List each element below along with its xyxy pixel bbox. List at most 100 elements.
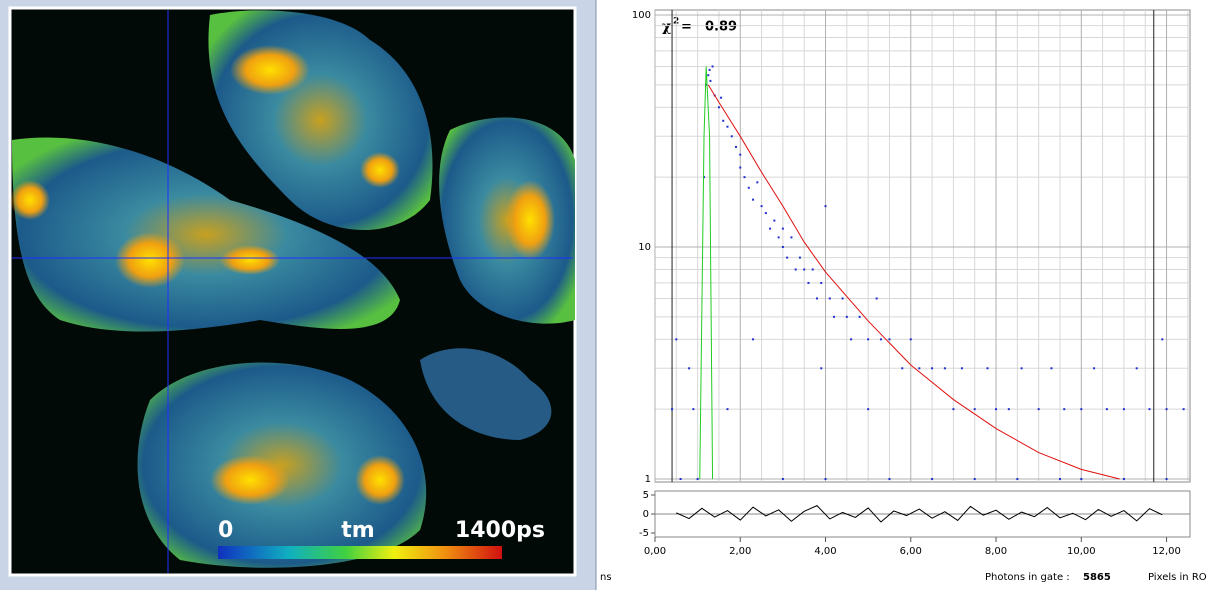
data-point — [777, 236, 780, 239]
data-point — [760, 205, 763, 208]
data-point — [688, 367, 691, 370]
data-point — [931, 478, 934, 480]
data-point — [764, 212, 767, 215]
data-point — [1037, 408, 1040, 411]
y-tick-label: 0 — [643, 509, 649, 520]
data-point — [739, 166, 742, 169]
data-point — [726, 125, 729, 128]
data-point — [1058, 478, 1061, 480]
y-tick-label: 5 — [643, 490, 649, 501]
photons-label: Photons in gate : — [985, 572, 1070, 583]
data-point — [833, 315, 836, 318]
colorbar — [218, 546, 502, 559]
data-point — [845, 315, 848, 318]
data-point — [973, 478, 976, 480]
data-point — [743, 176, 746, 179]
data-point — [918, 367, 921, 370]
colorbar-max: 1400ps — [455, 518, 545, 543]
data-point — [696, 478, 699, 480]
data-point — [1093, 367, 1096, 370]
data-point — [1165, 478, 1168, 480]
data-point — [679, 478, 682, 480]
data-point — [705, 83, 708, 86]
data-point — [739, 153, 742, 156]
data-point — [811, 268, 814, 271]
colorbar-title: tm — [341, 518, 374, 543]
residuals — [676, 505, 1163, 523]
data-point — [1016, 478, 1019, 480]
data-point — [973, 408, 976, 411]
x-tick-label: 12,00 — [1152, 546, 1181, 557]
data-point — [820, 281, 823, 284]
data-point — [1148, 408, 1151, 411]
data-point — [709, 79, 712, 82]
data-point — [986, 367, 989, 370]
data-point — [781, 246, 784, 248]
data-point — [841, 297, 844, 300]
chi-value: 0.89 — [705, 20, 737, 35]
data-point — [879, 338, 882, 341]
data-point — [1080, 478, 1083, 480]
data-point — [786, 256, 789, 259]
tissue — [10, 10, 575, 568]
x-tick-label: 4,00 — [814, 546, 836, 557]
data-point — [909, 338, 912, 341]
data-point — [824, 478, 827, 480]
data-point — [807, 281, 810, 284]
data-point — [952, 408, 955, 411]
data-point — [707, 74, 710, 77]
y-tick-label: 100 — [632, 10, 651, 21]
data-point — [1135, 367, 1138, 370]
x-tick-label: 2,00 — [729, 546, 751, 557]
data-point — [794, 268, 797, 271]
data-point — [1182, 408, 1185, 411]
x-tick-label: 10,00 — [1067, 546, 1096, 557]
data-point — [960, 367, 963, 370]
data-point — [756, 181, 759, 184]
data-point — [790, 236, 793, 239]
x-tick-label: 8,00 — [985, 546, 1007, 557]
chi-symbol: χ — [662, 19, 671, 35]
x-tick-label: 0,00 — [644, 546, 666, 557]
data-point — [1122, 408, 1125, 411]
data-point — [720, 96, 723, 99]
data-point — [1165, 408, 1168, 411]
data-point — [798, 256, 801, 259]
data-point — [1080, 408, 1083, 411]
data-point — [1105, 408, 1108, 411]
data-point — [1020, 367, 1023, 370]
data-point — [1007, 408, 1010, 411]
data-point — [858, 315, 861, 318]
data-point — [803, 268, 806, 271]
data-point — [867, 338, 870, 341]
data-point — [752, 338, 755, 341]
data-point — [734, 145, 737, 148]
data-point — [867, 408, 870, 411]
pixels-label: Pixels in RO — [1148, 572, 1207, 583]
colorbar-min: 0 — [218, 518, 233, 543]
curve — [699, 66, 714, 480]
data-point — [815, 297, 818, 300]
data-point — [1161, 338, 1164, 341]
data-point — [828, 297, 831, 300]
data-point — [671, 408, 674, 411]
y-tick-label: 1 — [645, 474, 651, 485]
data-point — [1122, 478, 1125, 480]
data-point — [726, 408, 729, 411]
data-point — [1050, 367, 1053, 370]
data-point — [769, 227, 772, 230]
data-point — [820, 367, 823, 370]
y-tick-label: 10 — [638, 242, 651, 253]
data-point — [901, 367, 904, 370]
data-point — [773, 219, 776, 222]
data-point — [708, 68, 711, 71]
data-point — [888, 478, 891, 480]
data-point — [717, 106, 720, 109]
data-point — [824, 205, 827, 208]
chi-sign: = — [681, 20, 692, 35]
x-tick-label: 6,00 — [900, 546, 922, 557]
right-panel — [596, 0, 1211, 590]
curve — [707, 84, 1120, 480]
